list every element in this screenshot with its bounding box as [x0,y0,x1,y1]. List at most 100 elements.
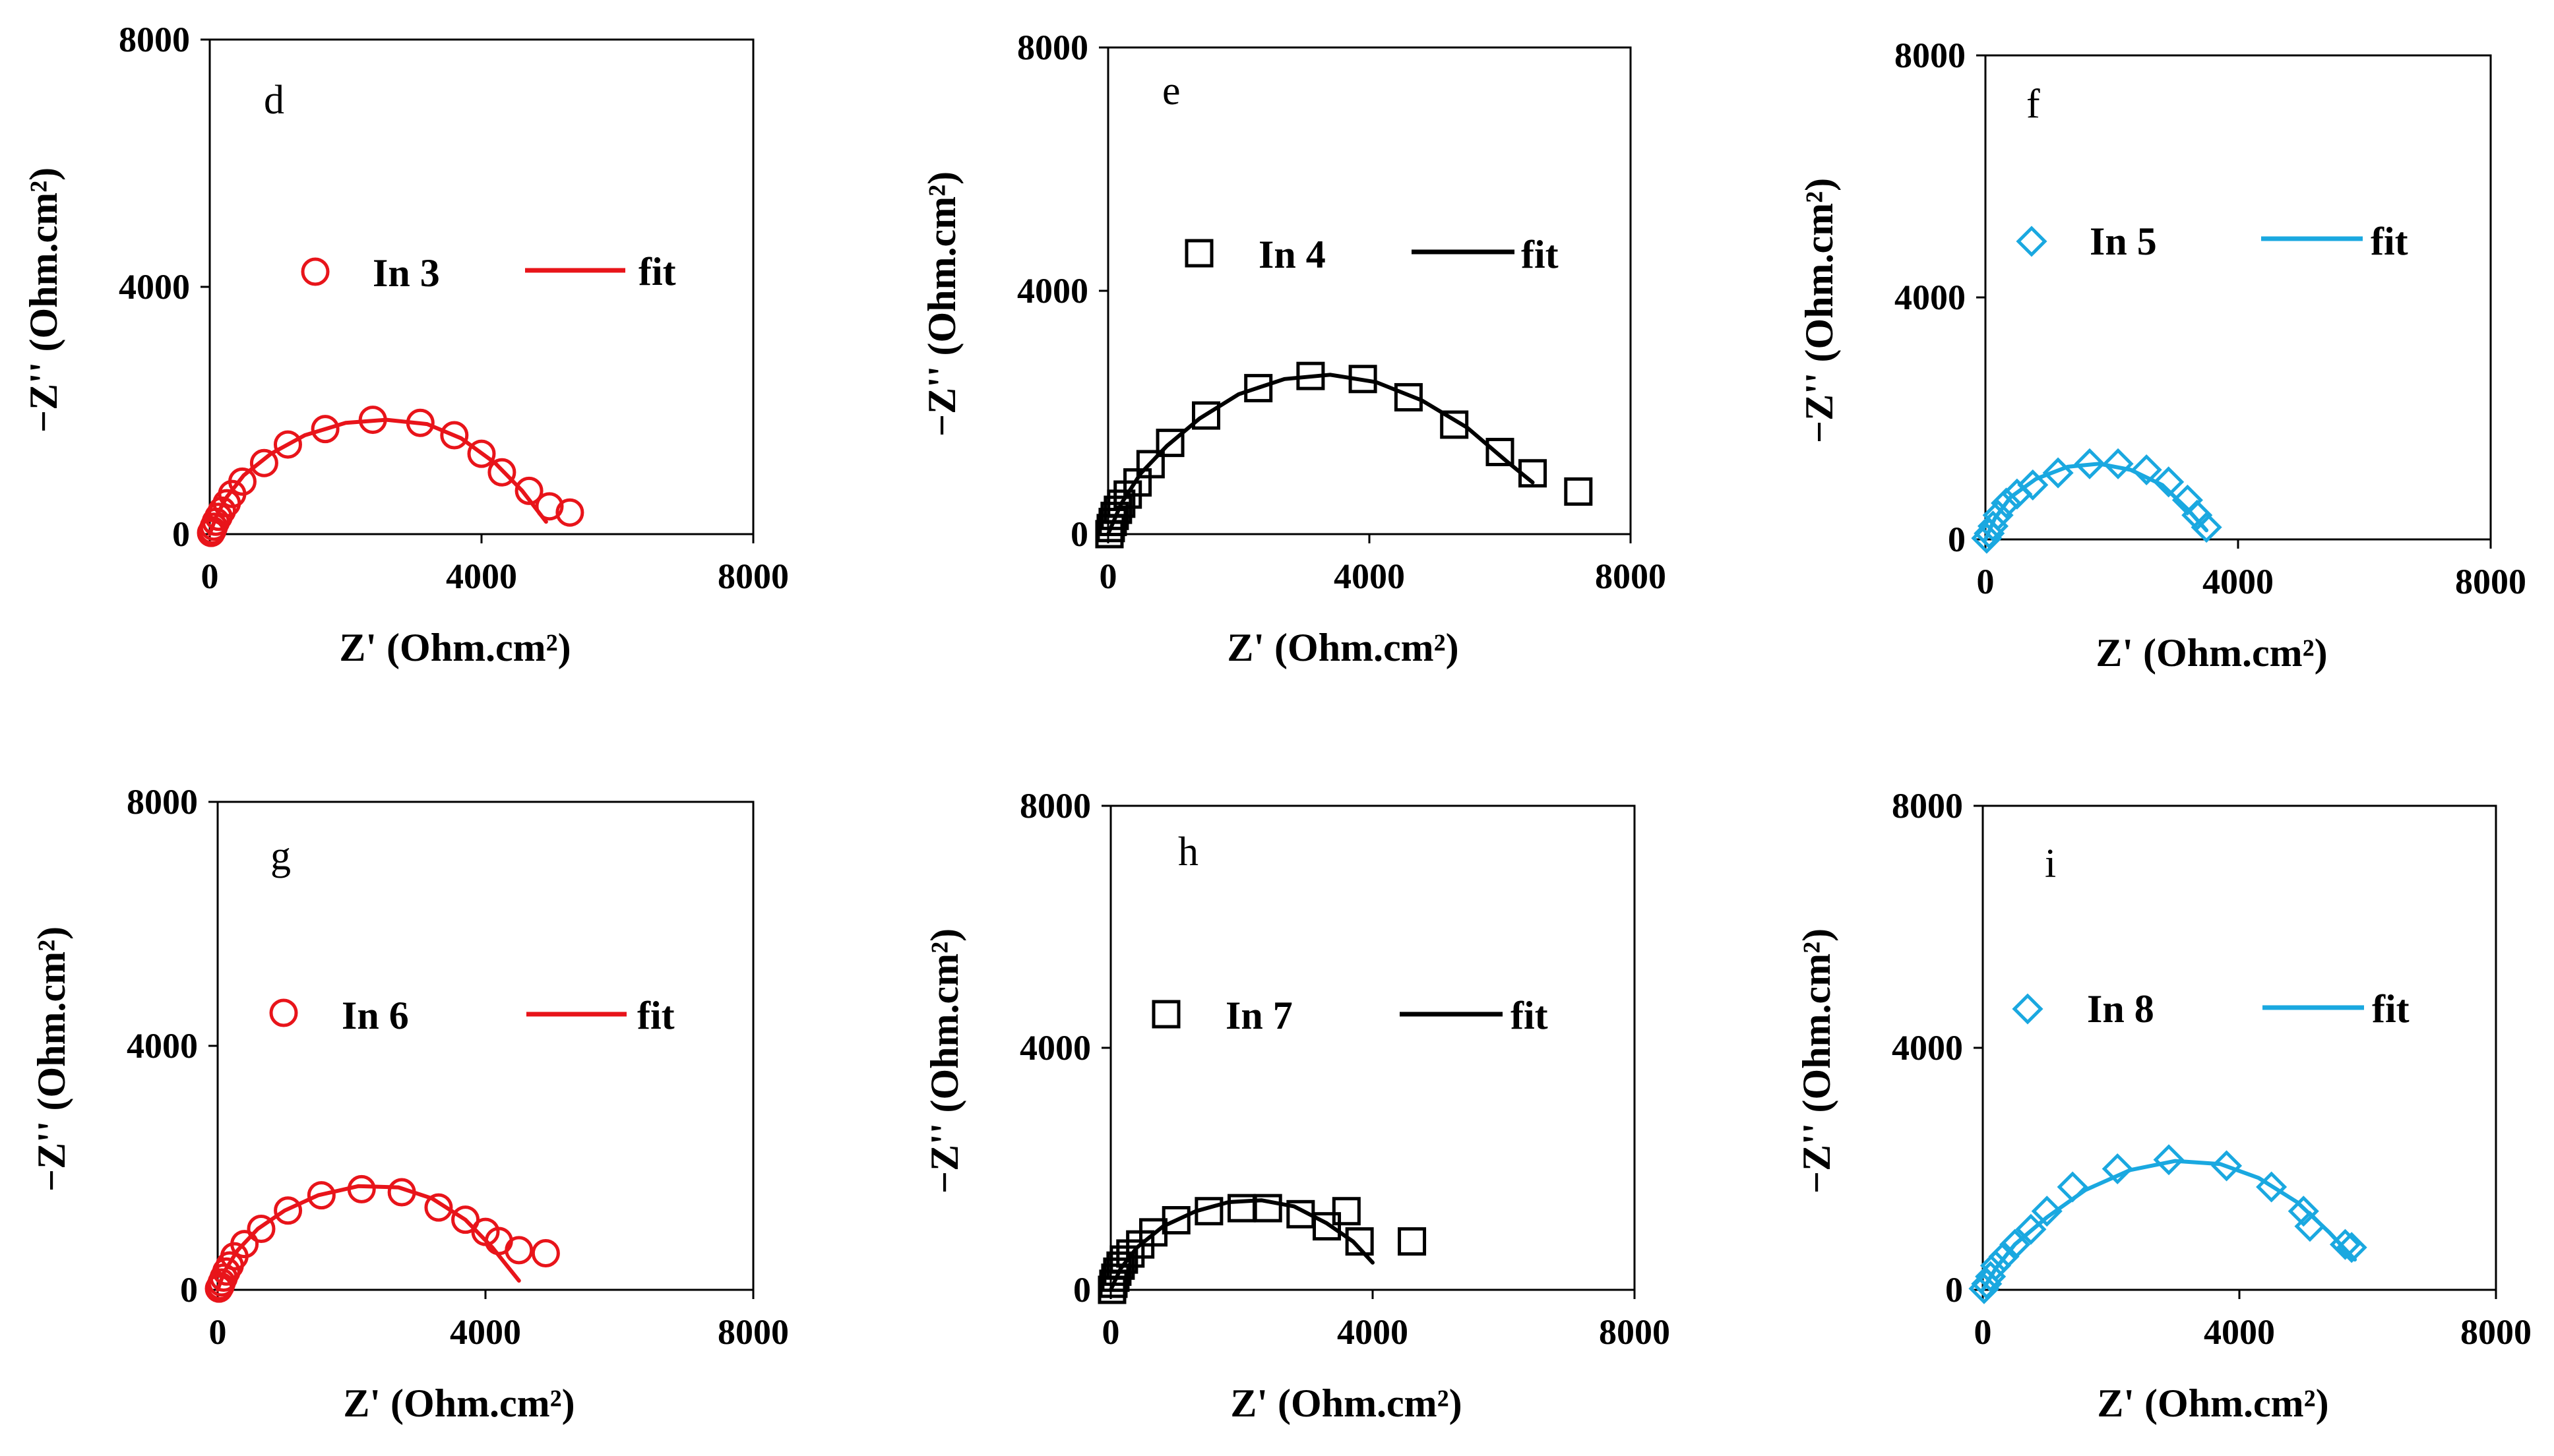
y-tick-label: 4000 [1020,1028,1091,1068]
data-point [2336,1232,2367,1263]
legend-fit-label: fit [638,250,676,293]
data-point [1975,1261,2007,1292]
data-point [249,448,278,477]
x-tick-label: 4000 [1334,557,1405,596]
fit-line [1981,1159,2357,1292]
data-point [2102,448,2134,479]
data-point [1345,1227,1374,1256]
data-point [2131,454,2162,486]
legend-marker [2016,226,2047,257]
y-tick-label: 0 [1948,520,1966,559]
chart-panel-h: 0 4000 8000 0 4000 8000 Z' (Ohm.cm²) −Z'' (Ohm.… [923,786,1670,1425]
x-axis-title: Z' (Ohm.cm²) [343,1381,575,1425]
legend-data-label: In 8 [2087,987,2154,1031]
y-axis-title: −Z'' (Ohm.cm²) [30,926,73,1192]
legend-marker [1152,1000,1181,1029]
x-tick-label: 4000 [2202,562,2274,601]
data-point [1440,410,1469,439]
fit-line [208,417,548,536]
y-tick-label: 0 [1945,1270,1963,1310]
x-tick-label: 4000 [1337,1312,1408,1352]
panel-letter: f [2026,82,2040,127]
y-tick-label: 4000 [1017,271,1088,311]
data-point [1485,437,1514,466]
plot-frame [1107,46,1632,535]
data-point [307,1181,336,1210]
x-tick-label: 8000 [2460,1312,2532,1352]
x-axis-title: Z' (Ohm.cm²) [2097,1381,2328,1425]
data-point [2211,1150,2243,1182]
data-point [1253,1194,1282,1223]
chart-panel-i: 0 4000 8000 0 4000 8000 Z' (Ohm.cm²) −Z'' (Ohm.… [1795,786,2532,1425]
data-point [406,408,435,437]
x-tick-label: 0 [1100,557,1117,596]
y-tick-label: 0 [172,514,190,554]
legend-fit-label: fit [2371,220,2408,263]
panel-letter: h [1178,830,1199,874]
data-point [273,430,302,459]
legend-data-label: In 5 [2090,220,2157,263]
data-point [555,498,584,527]
data-point [1116,1239,1145,1268]
data-point [387,1178,416,1207]
legend-data-label: In 7 [1226,994,1293,1037]
data-point [1296,361,1325,390]
data-point [1313,1212,1342,1241]
data-point [2153,466,2185,498]
x-tick-label: 0 [1977,562,1995,601]
data-point [2017,469,2049,501]
x-tick-label: 4000 [446,557,517,596]
chart-panel-d: 0 4000 8000 0 4000 8000 Z' (Ohm.cm²) −Z'' (Ohm.… [22,20,789,669]
y-axis-title: −Z'' (Ohm.cm²) [22,167,65,433]
data-point [2329,1228,2361,1260]
data-point [531,1239,560,1267]
data-point [1564,477,1593,506]
data-point [2294,1211,2326,1242]
x-tick-label: 0 [1974,1312,1992,1352]
y-tick-label: 8000 [119,20,190,59]
data-point [2288,1196,2319,1227]
data-point [1991,487,2022,519]
y-axis-title: −Z'' (Ohm.cm²) [1797,178,1841,443]
legend-fit-label: fit [1521,233,1559,276]
y-tick-label: 0 [1071,514,1088,554]
data-point [358,406,387,435]
data-point [1332,1197,1361,1226]
data-point [274,1196,303,1225]
data-point [440,421,469,450]
data-point [2057,1171,2088,1203]
y-axis-title: −Z'' (Ohm.cm²) [1795,928,1838,1194]
y-tick-label: 4000 [119,267,190,307]
y-tick-label: 0 [180,1270,198,1310]
panel-letter: d [264,78,284,123]
data-point [1195,1197,1224,1226]
y-tick-label: 4000 [1894,278,1966,317]
plot-frame [1981,804,2497,1291]
chart-panel-f: 0 4000 8000 0 4000 8000 Z' (Ohm.cm²) −Z'' (Ohm.… [1797,36,2526,675]
y-axis-title: −Z'' (Ohm.cm²) [923,928,966,1194]
x-tick-label: 8000 [718,1312,789,1352]
y-tick-label: 0 [1073,1270,1091,1310]
y-tick-label: 8000 [1894,36,1966,75]
x-tick-label: 8000 [718,557,789,596]
x-axis-title: Z' (Ohm.cm²) [1227,626,1458,669]
data-point [1136,450,1165,479]
data-point [311,415,340,444]
data-point [467,439,496,468]
legend-marker [301,257,330,286]
y-axis-title: −Z'' (Ohm.cm²) [920,171,964,437]
panel-letter: e [1162,69,1181,113]
data-point [1999,1228,2031,1260]
data-point [2102,1153,2133,1185]
data-point [1162,1205,1191,1234]
x-tick-label: 4000 [450,1312,521,1352]
x-tick-label: 4000 [2204,1312,2275,1352]
data-point [2191,512,2222,543]
chart-panel-e: 0 4000 8000 0 4000 8000 Z' (Ohm.cm²) −Z'' (Ohm.… [920,28,1666,669]
plot-frame [1984,54,2492,541]
legend-marker [269,998,298,1027]
data-point [230,1230,259,1259]
legend-marker [1185,239,1214,268]
data-point [1109,1245,1138,1274]
